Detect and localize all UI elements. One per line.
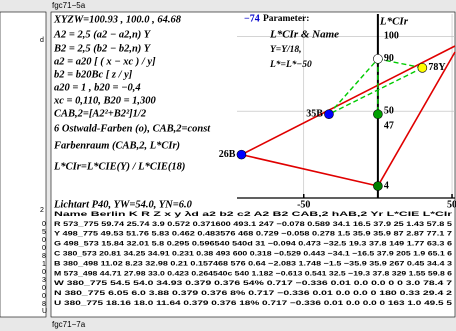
point-label: 4	[384, 180, 389, 191]
bottom-label: fgc71−7a	[52, 320, 86, 329]
formula: 6 Ostwald-Farben (o), CAB,2=const	[54, 123, 211, 134]
green-edge	[328, 67, 423, 115]
formula: A2 = 2,5 (a2 − a2,n) Y	[53, 29, 152, 40]
light-source: Lichtart P40, YW=54.0, YN=6.0	[53, 199, 193, 210]
point	[373, 54, 383, 64]
legend-text: L*=L*−50	[269, 59, 312, 70]
left-fragment: U	[42, 308, 47, 315]
point	[373, 181, 383, 191]
left-fragment: d	[40, 37, 44, 44]
left-fragment: 2	[40, 207, 44, 214]
formula: L*CIr=L*CIE(Y) / L*CIE(18)	[53, 161, 185, 172]
table-row: Y 498_775 49.53 51.76 5.83 0.462 0.48357…	[54, 231, 452, 238]
table-row: G 498_573 15.84 32.01 5.8 0.295 0.596540…	[54, 241, 452, 248]
left-fragment: 1	[42, 261, 46, 268]
legend-text: Parameter:	[263, 14, 309, 24]
left-fragment: 0	[42, 293, 46, 300]
left-fragment: 8	[42, 253, 46, 260]
table-row: N 380_775 6.05 6.0 3.88 0.379 0.376 8% 0…	[54, 290, 453, 297]
red-edge	[377, 51, 456, 187]
x-tick-label: -50	[297, 199, 310, 210]
formula: a20 = 1 , b20 = −0,4	[54, 82, 141, 93]
left-fragment: 0	[42, 237, 46, 244]
formula: XYZW=100.93 , 100.0 , 64.68	[53, 14, 182, 25]
left-fragment: 3	[42, 277, 46, 284]
formula: xc = 0,110, B20 = 1,300	[53, 95, 157, 106]
formula: Farbenraum (CAB,2, L*CIr)	[53, 140, 180, 151]
formula: B2 = 2,5 (b2 − b2,n) Y	[53, 43, 152, 54]
point	[417, 63, 428, 73]
left-fragment: 0	[42, 245, 46, 252]
legend-text: Y=Y/18,	[270, 45, 302, 55]
table-row: U 380_775 18.16 18.0 11.64 0.379 0.376 1…	[54, 300, 452, 307]
left-fragment: 8	[42, 301, 46, 308]
point-label: 90	[384, 53, 394, 64]
table-row: M 573_498 44.71 27.98 33.0 0.423 0.26454…	[54, 270, 452, 277]
point-label: 47	[384, 121, 394, 132]
y-tick-label: 100	[384, 31, 399, 42]
corner-value: −74	[244, 13, 260, 24]
table-row: R 573_775 59.74 25.74 3.9 0.572 0.371600…	[54, 221, 452, 228]
red-edge	[241, 153, 379, 187]
left-page	[0, 11, 47, 318]
y-tick-label: 50	[384, 106, 394, 117]
formula: a2 = a20 [ ( x − xc ) / y]	[54, 56, 156, 67]
green-edge	[328, 58, 379, 115]
formula: CAB,2=[A2²+B2²]1/2	[54, 108, 147, 119]
point	[373, 109, 383, 120]
point	[324, 109, 334, 120]
left-fragment: 0	[42, 269, 46, 276]
point-label: 26B	[219, 149, 236, 160]
main-page	[50, 11, 456, 318]
point-label: 35B	[306, 109, 323, 120]
left-fragment: 0	[42, 221, 46, 228]
table-row: B 380_498 11.02 8.23 32.98 0.21 0.157468…	[54, 260, 452, 267]
legend-text: L*CIr & Name	[269, 29, 339, 41]
point-label: 78Y	[428, 62, 446, 73]
y-axis-label: L*CIr	[379, 16, 409, 28]
formula: b2 = b20Bc [ z / y]	[54, 69, 133, 80]
table-row: W 380_775 54.5 54.0 34.93 0.379 0.376 54…	[54, 280, 453, 287]
table-header: Name Berlin K R Z x y λd a2 b2 c2 A2 B2 …	[54, 210, 453, 218]
point	[236, 149, 247, 160]
left-fragment: 0	[42, 285, 46, 292]
table-row: C 380_573 20.81 34.25 34.91 0.231 0.38 4…	[54, 250, 452, 257]
left-fragment: 5	[42, 229, 46, 236]
x-tick-label: 50	[447, 199, 456, 210]
top-label: fgc71−5a	[52, 1, 86, 10]
